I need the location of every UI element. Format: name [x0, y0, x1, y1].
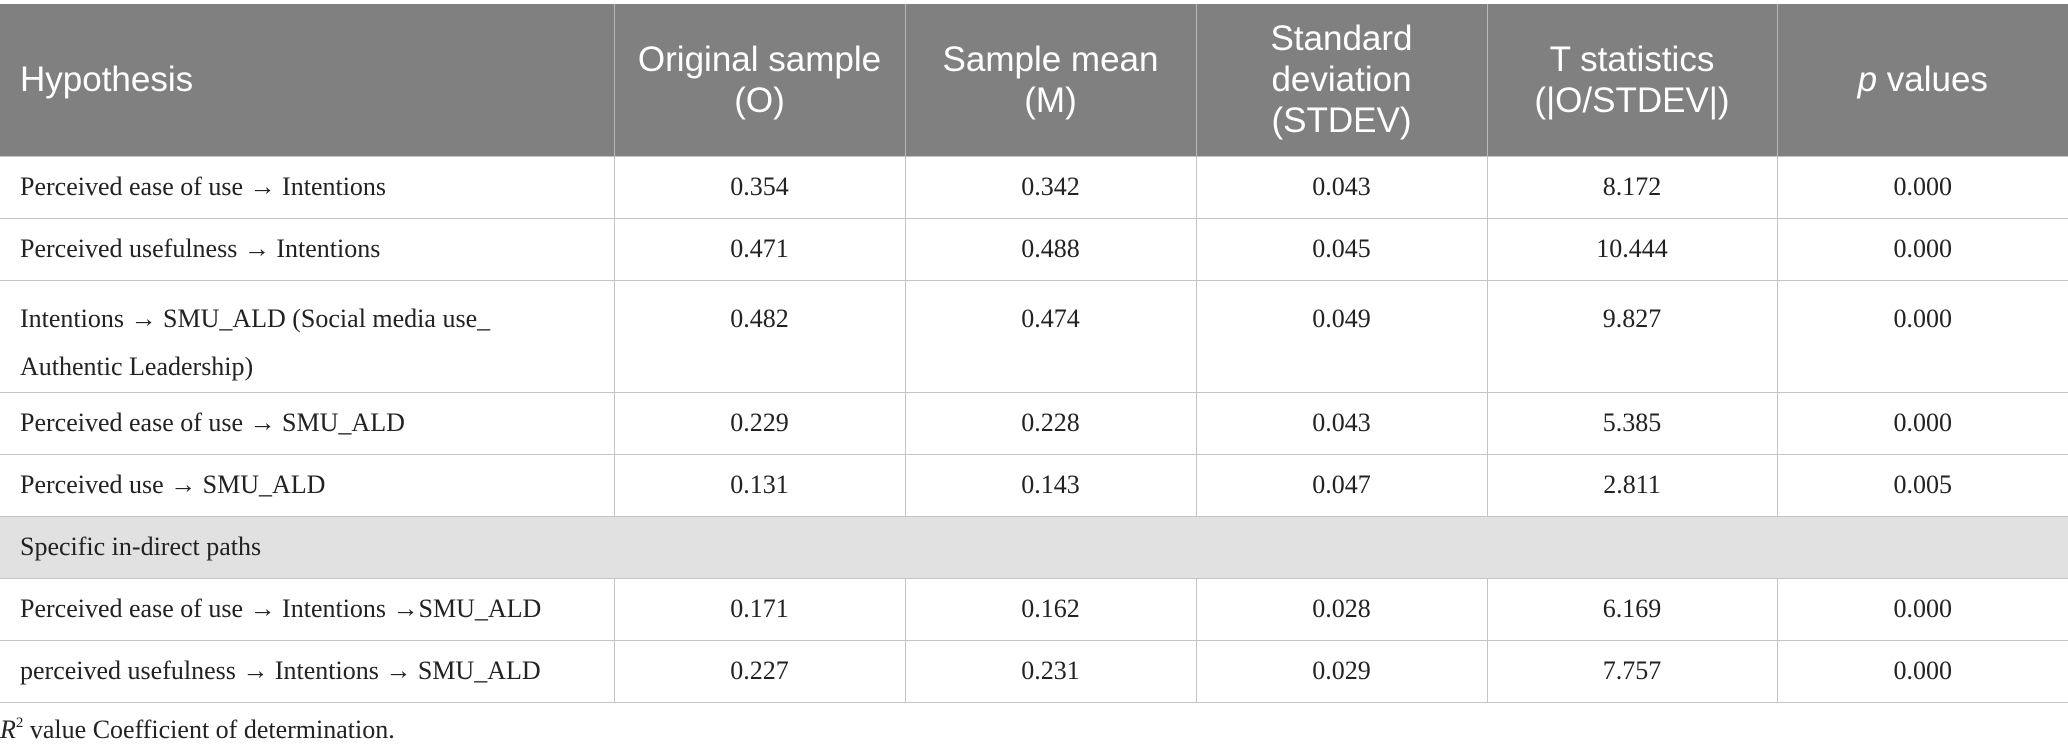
cell-sample-mean: 0.342 — [904, 155, 1196, 218]
cell-sample-mean: 0.162 — [904, 577, 1196, 640]
cell-original-sample: 0.171 — [613, 577, 905, 640]
cell-p-value: 0.000 — [1776, 279, 2068, 392]
cell-p-value: 0.000 — [1776, 639, 2068, 703]
cell-std-dev: 0.029 — [1195, 639, 1487, 703]
cell-original-sample: 0.354 — [613, 155, 905, 218]
cell-t-stat: 6.169 — [1486, 577, 1777, 640]
cell-p-value: 0.005 — [1776, 453, 2068, 516]
cell-t-stat: 2.811 — [1486, 453, 1777, 516]
cell-hypothesis: Perceived ease of use → Intentions →SMU_… — [0, 577, 614, 640]
cell-t-stat: 8.172 — [1486, 155, 1777, 218]
table-row: perceived usefulness → Intentions → SMU_… — [0, 639, 2068, 703]
cell-hypothesis: Perceived use → SMU_ALD — [0, 453, 614, 516]
cell-std-dev: 0.047 — [1195, 453, 1487, 516]
header-row: Hypothesis Original sample (O) Sample me… — [0, 4, 2068, 156]
cell-p-value: 0.000 — [1776, 391, 2068, 454]
table-row: Perceived ease of use → Intentions →SMU_… — [0, 577, 2068, 640]
cell-sample-mean: 0.474 — [904, 279, 1196, 392]
table-row: Perceived use → SMU_ALD 0.131 0.143 0.04… — [0, 453, 2068, 516]
cell-sample-mean: 0.488 — [904, 217, 1196, 280]
cell-p-value: 0.000 — [1776, 217, 2068, 280]
header-t-statistics: T statistics (|O/STDEV|) — [1486, 4, 1777, 156]
cell-std-dev: 0.045 — [1195, 217, 1487, 280]
header-hypothesis: Hypothesis — [0, 4, 614, 156]
cell-hypothesis: Perceived ease of use → SMU_ALD — [0, 391, 614, 454]
header-p-suffix: values — [1877, 60, 1988, 100]
table-row: Intentions → SMU_ALD (Social media use_ … — [0, 279, 2068, 392]
section-header-row: Specific in-direct paths — [0, 515, 2068, 578]
cell-t-stat: 9.827 — [1486, 279, 1777, 392]
cell-original-sample: 0.131 — [613, 453, 905, 516]
table-row: Perceived usefulness → Intentions 0.471 … — [0, 217, 2068, 280]
cell-std-dev: 0.049 — [1195, 279, 1487, 392]
header-p-italic: p — [1857, 60, 1878, 100]
header-p-values: p values — [1776, 4, 2068, 156]
cell-original-sample: 0.227 — [613, 639, 905, 703]
results-table-container: Hypothesis Original sample (O) Sample me… — [0, 4, 2068, 703]
cell-hypothesis: Perceived usefulness → Intentions — [0, 217, 614, 280]
table-row: Perceived ease of use → SMU_ALD 0.229 0.… — [0, 391, 2068, 454]
hypothesis-results-table: Hypothesis Original sample (O) Sample me… — [0, 4, 2068, 703]
section-label: Specific in-direct paths — [0, 515, 2068, 578]
cell-std-dev: 0.043 — [1195, 155, 1487, 218]
footnote-text: value Coefficient of determination. — [23, 715, 395, 744]
cell-std-dev: 0.028 — [1195, 577, 1487, 640]
cell-t-stat: 5.385 — [1486, 391, 1777, 454]
cell-sample-mean: 0.143 — [904, 453, 1196, 516]
cell-sample-mean: 0.228 — [904, 391, 1196, 454]
table-body: Perceived ease of use → Intentions 0.354… — [0, 155, 2068, 703]
cell-hypothesis: Intentions → SMU_ALD (Social media use_ … — [0, 279, 614, 392]
cell-sample-mean: 0.231 — [904, 639, 1196, 703]
cell-original-sample: 0.471 — [613, 217, 905, 280]
cell-original-sample: 0.229 — [613, 391, 905, 454]
cell-t-stat: 10.444 — [1486, 217, 1777, 280]
cell-hypothesis: perceived usefulness → Intentions → SMU_… — [0, 639, 614, 703]
cell-p-value: 0.000 — [1776, 577, 2068, 640]
cell-t-stat: 7.757 — [1486, 639, 1777, 703]
table-header: Hypothesis Original sample (O) Sample me… — [0, 4, 2068, 156]
footnote-superscript: 2 — [15, 715, 24, 731]
header-sample-mean: Sample mean (M) — [904, 4, 1196, 156]
table-footnote: R2 value Coefficient of determination. — [0, 715, 395, 745]
table-row: Perceived ease of use → Intentions 0.354… — [0, 155, 2068, 218]
header-original-sample: Original sample (O) — [613, 4, 905, 156]
cell-std-dev: 0.043 — [1195, 391, 1487, 454]
footnote-symbol: R — [0, 715, 16, 744]
cell-hypothesis: Perceived ease of use → Intentions — [0, 155, 614, 218]
header-standard-deviation: Standard deviation (STDEV) — [1195, 4, 1487, 156]
cell-p-value: 0.000 — [1776, 155, 2068, 218]
cell-original-sample: 0.482 — [613, 279, 905, 392]
